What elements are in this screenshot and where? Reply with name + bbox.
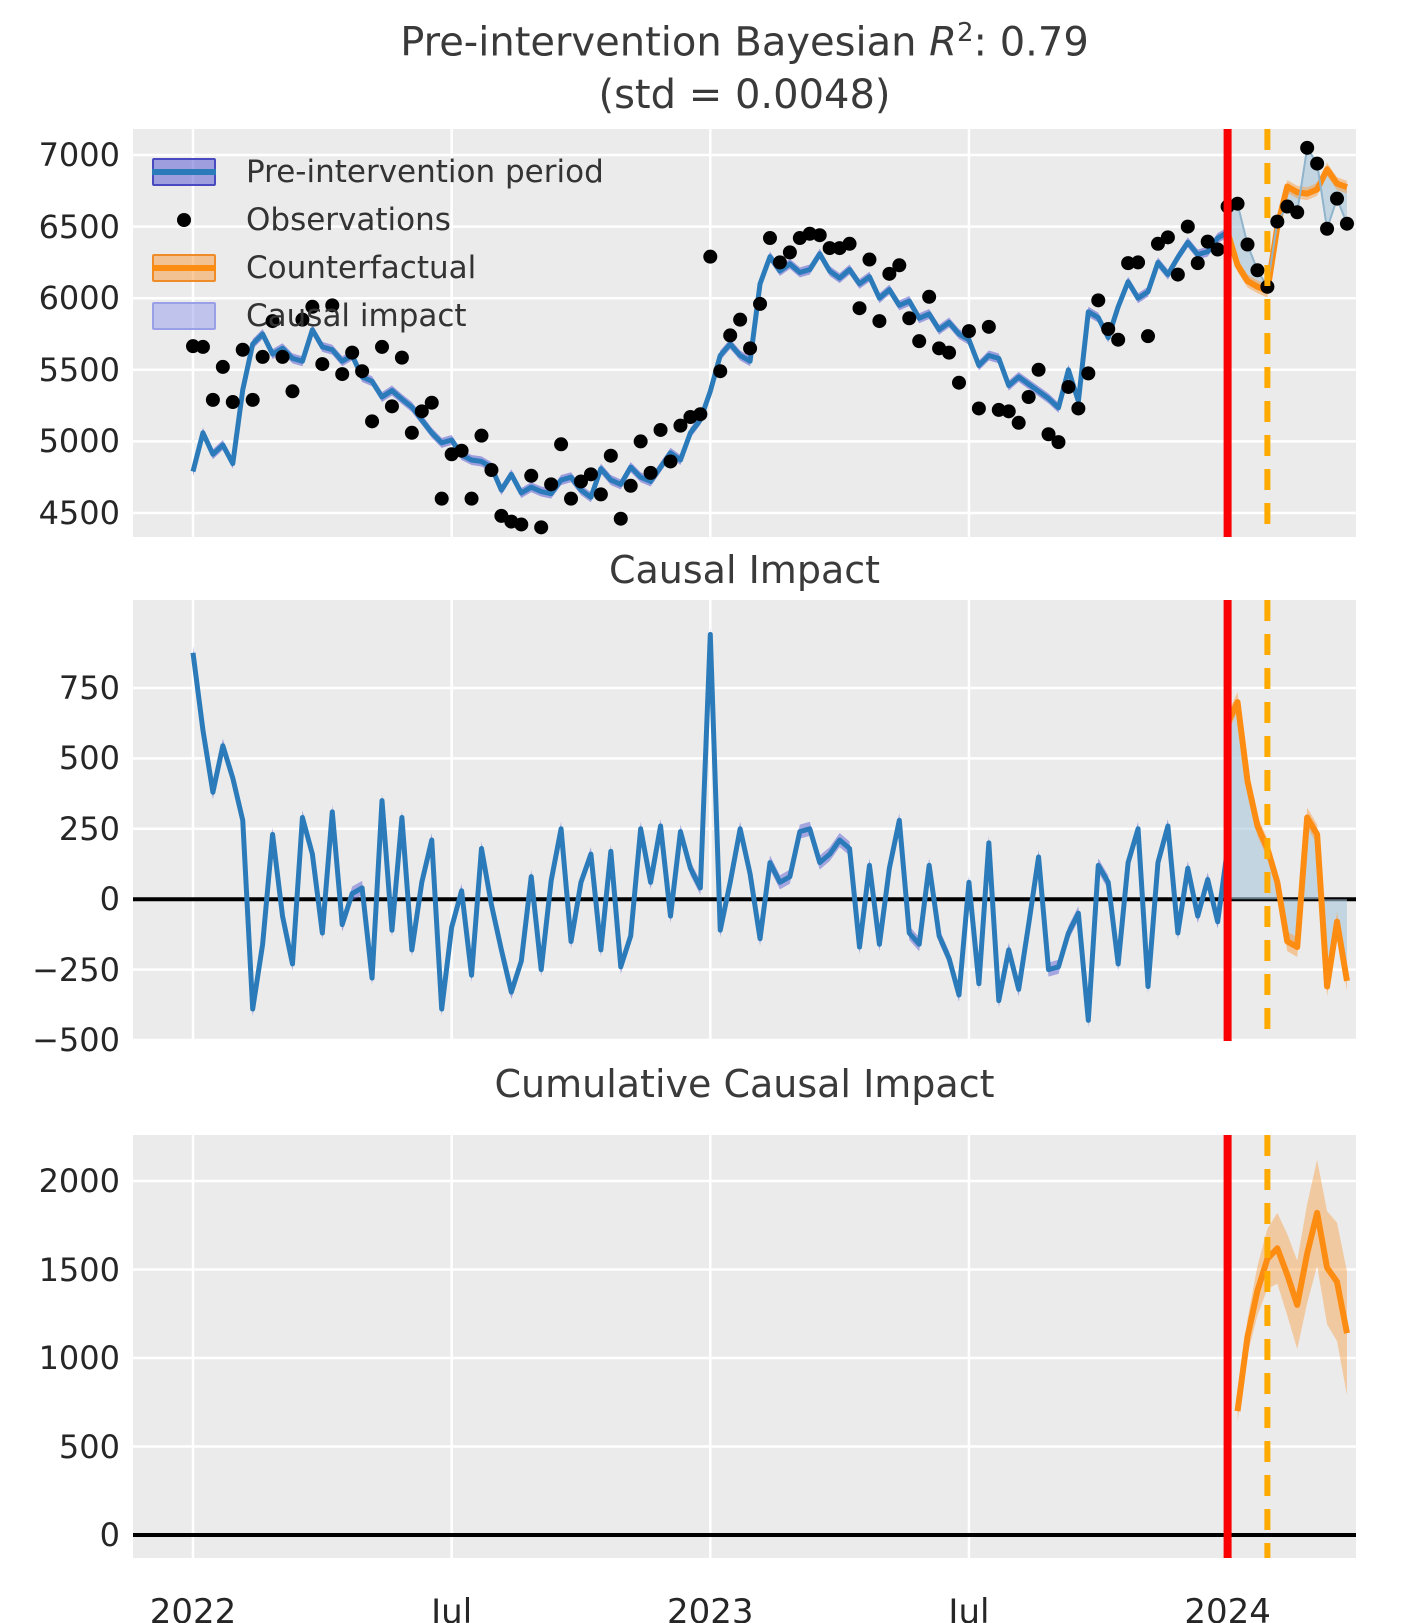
legend-item-counterfactual: Counterfactual (152, 244, 604, 292)
y-tick-label: 1500 (38, 1250, 120, 1289)
y-tick-label: 2000 (38, 1162, 120, 1200)
y-tick-label: 6000 (38, 279, 120, 318)
legend: Pre-intervention period Observations Cou… (152, 148, 604, 340)
y-tick-label: −500 (32, 1021, 120, 1059)
r-symbol: R (929, 19, 957, 66)
y-tick-label: 750 (58, 669, 120, 707)
x-tick-label: Jul (948, 1592, 990, 1623)
figure-title: Pre-intervention Bayesian R2: 0.79 (400, 18, 1089, 66)
legend-item-observations: Observations (152, 196, 604, 244)
pre-intervention-band-swatch (152, 156, 216, 188)
y-tick-label: 5500 (38, 350, 120, 389)
y-tick-label: 5000 (38, 422, 120, 461)
causal-impact-band-swatch (152, 300, 216, 332)
legend-label: Counterfactual (246, 250, 477, 286)
observations-dot-icon (152, 204, 216, 236)
x-tick-label: Jul (431, 1592, 473, 1623)
legend-item-causal-impact: Causal impact (152, 292, 604, 340)
y-tick-label: 4500 (38, 494, 120, 532)
y-tick-label: 7000 (38, 136, 120, 174)
y-tick-label: −250 (32, 950, 120, 989)
y-tick-label: 250 (58, 809, 120, 848)
cumulative-causal-impact-title: Cumulative Causal Impact (494, 1062, 995, 1106)
figure-subtitle: (std = 0.0048) (598, 72, 891, 118)
counterfactual-band-swatch (152, 252, 216, 284)
legend-item-pre-intervention: Pre-intervention period (152, 148, 604, 196)
legend-label: Observations (246, 202, 451, 238)
y-tick-label: 500 (58, 1427, 120, 1466)
y-tick-label: 500 (58, 739, 120, 778)
y-tick-label: 1000 (38, 1339, 120, 1377)
x-tick-label: 2023 (667, 1592, 754, 1623)
y-tick-label: 6500 (38, 207, 120, 246)
x-tick-label: 2022 (149, 1592, 237, 1623)
causal-impact-title: Causal Impact (608, 548, 881, 592)
x-tick-label: 2024 (1184, 1592, 1271, 1623)
y-tick-label: 0 (99, 1516, 120, 1554)
r-exponent: 2 (956, 18, 974, 48)
y-tick-label: 0 (99, 880, 120, 919)
legend-label: Pre-intervention period (246, 154, 604, 190)
legend-label: Causal impact (246, 298, 467, 334)
